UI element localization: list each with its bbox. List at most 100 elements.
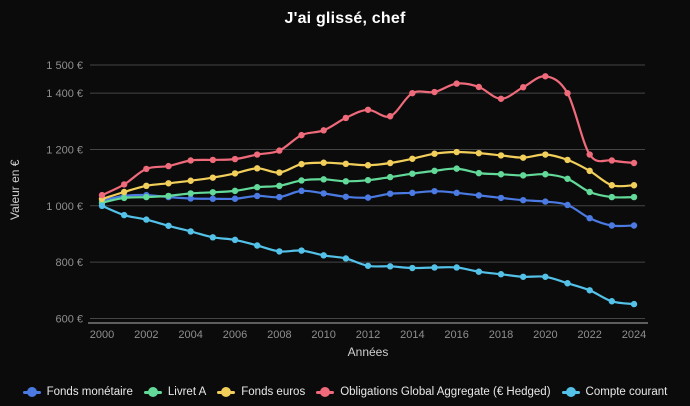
data-point-livret-a[interactable] [165, 192, 172, 200]
data-point-compte-courant[interactable] [165, 222, 172, 229]
data-point-compte-courant[interactable] [475, 268, 483, 275]
data-point-fonds-euros[interactable] [386, 159, 394, 167]
data-point-fonds-mon-taire[interactable] [209, 195, 217, 202]
data-point-obligations-global-aggregate-hedged[interactable] [143, 165, 150, 173]
data-point-obligations-global-aggregate-hedged[interactable] [431, 88, 438, 96]
data-point-fonds-euros[interactable] [364, 162, 372, 169]
data-point-fonds-euros[interactable] [409, 155, 416, 162]
data-point-fonds-mon-taire[interactable] [342, 193, 350, 200]
legend-item-fonds-mon-taire[interactable]: Fonds monétaire [22, 386, 133, 398]
data-point-fonds-mon-taire[interactable] [453, 189, 460, 197]
data-point-compte-courant[interactable] [431, 264, 438, 271]
data-point-obligations-global-aggregate-hedged[interactable] [209, 156, 217, 164]
data-point-obligations-global-aggregate-hedged[interactable] [564, 89, 571, 97]
data-point-fonds-mon-taire[interactable] [231, 195, 239, 202]
data-point-fonds-mon-taire[interactable] [542, 198, 549, 205]
data-point-fonds-euros[interactable] [431, 150, 438, 157]
data-point-compte-courant[interactable] [453, 264, 460, 271]
data-point-compte-courant[interactable] [608, 298, 616, 305]
data-point-livret-a[interactable] [120, 194, 128, 202]
data-point-fonds-euros[interactable] [231, 170, 239, 177]
legend-item-compte-courant[interactable]: Compte courant [561, 386, 667, 398]
data-point-obligations-global-aggregate-hedged[interactable] [364, 106, 372, 113]
data-point-compte-courant[interactable] [519, 273, 527, 280]
data-point-fonds-mon-taire[interactable] [276, 193, 283, 201]
data-point-livret-a[interactable] [409, 170, 416, 177]
data-point-fonds-euros[interactable] [187, 177, 194, 184]
data-point-fonds-euros[interactable] [475, 149, 483, 157]
data-point-fonds-mon-taire[interactable] [253, 192, 261, 200]
data-point-obligations-global-aggregate-hedged[interactable] [165, 162, 172, 170]
data-point-livret-a[interactable] [542, 171, 549, 178]
data-point-fonds-mon-taire[interactable] [497, 194, 505, 202]
data-point-obligations-global-aggregate-hedged[interactable] [253, 151, 261, 158]
data-point-livret-a[interactable] [209, 189, 217, 196]
data-point-fonds-euros[interactable] [342, 160, 350, 168]
data-point-obligations-global-aggregate-hedged[interactable] [586, 151, 593, 158]
data-point-fonds-euros[interactable] [608, 182, 616, 189]
data-point-fonds-mon-taire[interactable] [364, 194, 372, 201]
data-point-compte-courant[interactable] [209, 234, 217, 241]
data-point-livret-a[interactable] [630, 193, 638, 201]
data-point-compte-courant[interactable] [253, 242, 261, 249]
data-point-obligations-global-aggregate-hedged[interactable] [276, 147, 283, 154]
data-point-obligations-global-aggregate-hedged[interactable] [231, 155, 239, 163]
data-point-livret-a[interactable] [475, 169, 483, 177]
data-point-fonds-euros[interactable] [320, 159, 327, 166]
data-point-obligations-global-aggregate-hedged[interactable] [497, 95, 505, 102]
data-point-fonds-mon-taire[interactable] [187, 195, 194, 202]
data-point-livret-a[interactable] [431, 167, 438, 175]
data-point-obligations-global-aggregate-hedged[interactable] [630, 159, 638, 167]
data-point-compte-courant[interactable] [564, 280, 571, 287]
data-point-obligations-global-aggregate-hedged[interactable] [187, 157, 194, 164]
data-point-livret-a[interactable] [342, 178, 350, 185]
data-point-fonds-euros[interactable] [120, 188, 128, 196]
data-point-fonds-euros[interactable] [453, 148, 460, 156]
data-point-livret-a[interactable] [608, 193, 616, 201]
data-point-compte-courant[interactable] [276, 248, 283, 255]
data-point-compte-courant[interactable] [187, 228, 194, 235]
data-point-obligations-global-aggregate-hedged[interactable] [409, 89, 416, 97]
data-point-obligations-global-aggregate-hedged[interactable] [386, 113, 394, 120]
data-point-livret-a[interactable] [386, 173, 394, 181]
data-point-fonds-euros[interactable] [298, 160, 305, 168]
data-point-fonds-euros[interactable] [586, 167, 593, 175]
legend-item-obligations-global-aggregate-hedged[interactable]: Obligations Global Aggregate (€ Hedged) [316, 386, 551, 398]
data-point-fonds-mon-taire[interactable] [320, 190, 327, 197]
data-point-fonds-euros[interactable] [542, 151, 549, 158]
data-point-fonds-euros[interactable] [165, 180, 172, 187]
data-point-obligations-global-aggregate-hedged[interactable] [298, 131, 305, 139]
data-point-livret-a[interactable] [564, 175, 571, 182]
data-point-compte-courant[interactable] [586, 287, 593, 294]
data-point-compte-courant[interactable] [497, 271, 505, 278]
data-point-fonds-euros[interactable] [519, 154, 527, 161]
data-point-fonds-euros[interactable] [630, 182, 638, 189]
data-point-fonds-mon-taire[interactable] [564, 201, 571, 209]
data-point-obligations-global-aggregate-hedged[interactable] [342, 114, 350, 122]
data-point-compte-courant[interactable] [298, 247, 305, 254]
data-point-compte-courant[interactable] [542, 273, 549, 280]
data-point-compte-courant[interactable] [409, 264, 416, 272]
data-point-fonds-euros[interactable] [209, 174, 217, 181]
data-point-livret-a[interactable] [586, 188, 593, 196]
data-point-livret-a[interactable] [276, 182, 283, 190]
legend-item-livret-a[interactable]: Livret A [143, 386, 206, 398]
data-point-fonds-mon-taire[interactable] [386, 190, 394, 197]
data-point-obligations-global-aggregate-hedged[interactable] [519, 84, 527, 91]
data-point-fonds-mon-taire[interactable] [586, 214, 593, 222]
data-point-obligations-global-aggregate-hedged[interactable] [453, 80, 460, 87]
data-point-compte-courant[interactable] [98, 202, 106, 209]
data-point-obligations-global-aggregate-hedged[interactable] [120, 181, 128, 188]
data-point-fonds-mon-taire[interactable] [409, 189, 416, 197]
data-point-obligations-global-aggregate-hedged[interactable] [320, 127, 327, 134]
data-point-compte-courant[interactable] [120, 211, 128, 219]
data-point-compte-courant[interactable] [143, 216, 150, 223]
data-point-livret-a[interactable] [253, 184, 261, 191]
data-point-compte-courant[interactable] [231, 236, 239, 244]
data-point-fonds-mon-taire[interactable] [298, 187, 305, 195]
data-point-fonds-mon-taire[interactable] [608, 222, 616, 229]
data-point-livret-a[interactable] [298, 177, 305, 184]
data-point-livret-a[interactable] [453, 165, 460, 172]
data-point-livret-a[interactable] [187, 190, 194, 197]
data-point-fonds-euros[interactable] [276, 169, 283, 176]
